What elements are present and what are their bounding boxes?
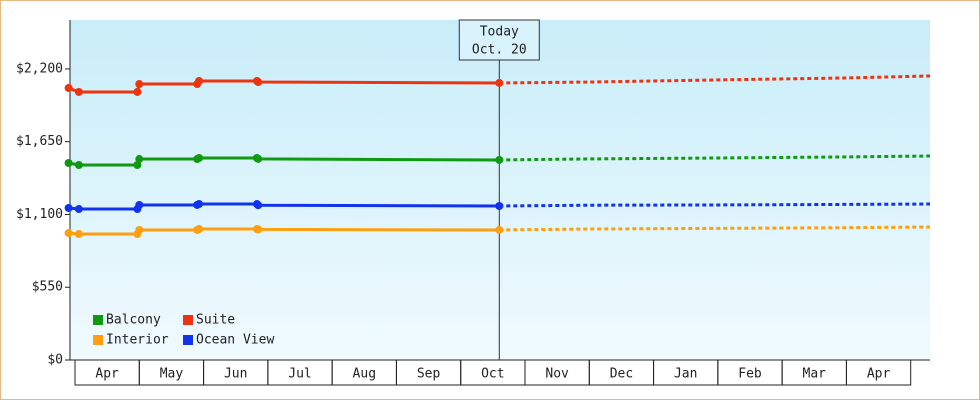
x-tick-label: Nov bbox=[545, 367, 569, 382]
x-tick-label: Jul bbox=[288, 367, 311, 382]
point bbox=[195, 200, 204, 209]
x-tick-label: Oct bbox=[481, 367, 504, 382]
today-box bbox=[458, 19, 540, 61]
point bbox=[254, 154, 263, 163]
point bbox=[133, 87, 142, 96]
point bbox=[195, 153, 204, 162]
point bbox=[64, 84, 73, 92]
point bbox=[254, 78, 263, 87]
projection-line bbox=[499, 225, 931, 232]
y-tick-label: $1,650 bbox=[16, 134, 63, 149]
projection-line bbox=[499, 202, 931, 208]
x-tick-label: Apr bbox=[95, 367, 119, 382]
point bbox=[74, 230, 83, 239]
point bbox=[495, 202, 504, 211]
point bbox=[135, 155, 144, 164]
point bbox=[195, 225, 204, 234]
point bbox=[64, 203, 73, 212]
y-tick-label: $1,100 bbox=[16, 207, 63, 222]
x-tick-label: Sep bbox=[417, 367, 441, 382]
point bbox=[64, 228, 73, 237]
x-tick-label: Apr bbox=[867, 367, 891, 382]
y-tick-label: $0 bbox=[47, 353, 63, 368]
point bbox=[64, 159, 73, 168]
legend-swatch bbox=[93, 335, 103, 345]
x-tick-label: May bbox=[160, 367, 184, 382]
point bbox=[495, 225, 504, 234]
x-tick-label: Mar bbox=[803, 367, 827, 382]
legend-swatch bbox=[183, 315, 193, 325]
x-tick-label: Feb bbox=[738, 367, 762, 382]
point bbox=[254, 201, 263, 210]
point bbox=[135, 80, 144, 89]
point bbox=[495, 78, 504, 87]
point bbox=[135, 225, 144, 234]
projection-line bbox=[499, 74, 931, 85]
point bbox=[74, 87, 83, 96]
x-tick-label: Jan bbox=[674, 367, 697, 382]
legend-swatch bbox=[93, 315, 103, 325]
point bbox=[495, 155, 504, 164]
legend-swatch bbox=[183, 335, 193, 345]
x-tick-label: Aug bbox=[353, 367, 376, 382]
today-label: Today bbox=[480, 25, 519, 40]
point bbox=[74, 205, 83, 214]
plot-area bbox=[70, 20, 930, 360]
today-label: Oct. 20 bbox=[472, 43, 527, 58]
y-tick-label: $550 bbox=[32, 280, 63, 295]
point bbox=[195, 76, 204, 85]
projection-line bbox=[499, 154, 931, 162]
legend-label: Suite bbox=[196, 313, 235, 328]
point bbox=[135, 200, 144, 209]
month-cell bbox=[845, 359, 912, 386]
legend-label: Balcony bbox=[106, 313, 161, 328]
legend-label: Interior bbox=[106, 333, 169, 348]
x-tick-label: Jun bbox=[224, 367, 247, 382]
point bbox=[254, 225, 263, 234]
x-tick-label: Dec bbox=[610, 367, 633, 382]
y-tick-label: $2,200 bbox=[16, 61, 63, 76]
point bbox=[74, 160, 83, 169]
legend-label: Ocean View bbox=[196, 333, 274, 348]
